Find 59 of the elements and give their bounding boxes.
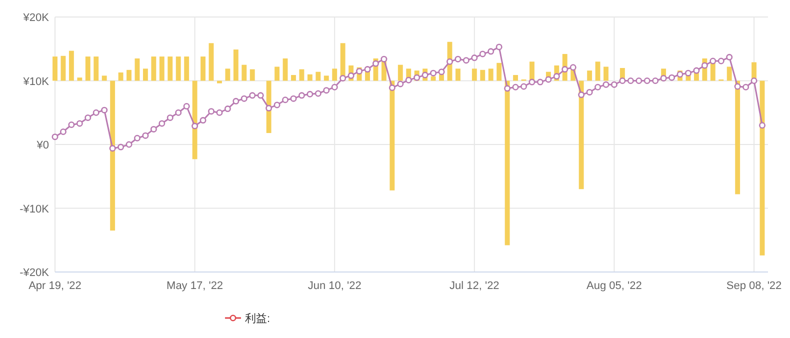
bar (282, 58, 288, 81)
bar (68, 50, 74, 81)
bar (102, 76, 107, 81)
bar (118, 72, 124, 81)
bar (307, 74, 312, 81)
bar (159, 56, 164, 81)
x-tick-label: May 17, '22 (166, 280, 224, 292)
bar (455, 68, 460, 81)
x-tick-label: Jul 12, '22 (450, 280, 500, 292)
y-tick-label: -¥10K (20, 203, 50, 216)
bar (324, 76, 329, 81)
bar (316, 72, 321, 81)
bar (250, 69, 255, 81)
bar (587, 70, 592, 81)
bar (504, 80, 510, 246)
bar (94, 56, 99, 81)
bar (735, 80, 740, 194)
bar (200, 56, 206, 81)
bar (274, 66, 280, 81)
bar (151, 56, 156, 81)
x-tick-label: Aug 05, '22 (586, 280, 642, 292)
bar (513, 75, 518, 81)
bar (578, 80, 584, 190)
bar (390, 80, 395, 190)
bar (168, 56, 173, 81)
bar (208, 43, 214, 81)
bar (488, 68, 494, 81)
bar (217, 80, 222, 84)
x-tick-label: Sep 08, '22 (726, 280, 782, 292)
bar (184, 56, 190, 81)
bar (726, 66, 732, 81)
bar (595, 62, 600, 81)
bar (142, 68, 148, 81)
x-tick-label: Apr 19, '22 (28, 280, 82, 292)
bar (472, 68, 477, 81)
bar (126, 70, 132, 81)
bar (85, 56, 90, 81)
bar (480, 70, 486, 81)
legend-label: 利益: (245, 312, 270, 325)
legend-item: 利益: (225, 313, 270, 325)
bar (77, 78, 82, 81)
bar (496, 62, 502, 81)
x-tick-label: Jun 10, '22 (308, 280, 362, 292)
y-tick-label: -¥20K (20, 267, 50, 279)
bar (299, 69, 304, 81)
bar (225, 68, 230, 81)
bar (134, 58, 140, 81)
bar (291, 75, 296, 81)
bar (110, 80, 116, 231)
bar (242, 64, 247, 81)
y-tick-label: ¥10K (22, 76, 50, 88)
bar (233, 50, 238, 81)
bar (52, 56, 58, 81)
bar (192, 80, 198, 160)
bar (60, 56, 66, 81)
bar (332, 68, 338, 81)
y-tick-label: ¥0 (36, 140, 49, 152)
bar (176, 56, 181, 81)
y-tick-label: ¥20K (22, 12, 50, 24)
